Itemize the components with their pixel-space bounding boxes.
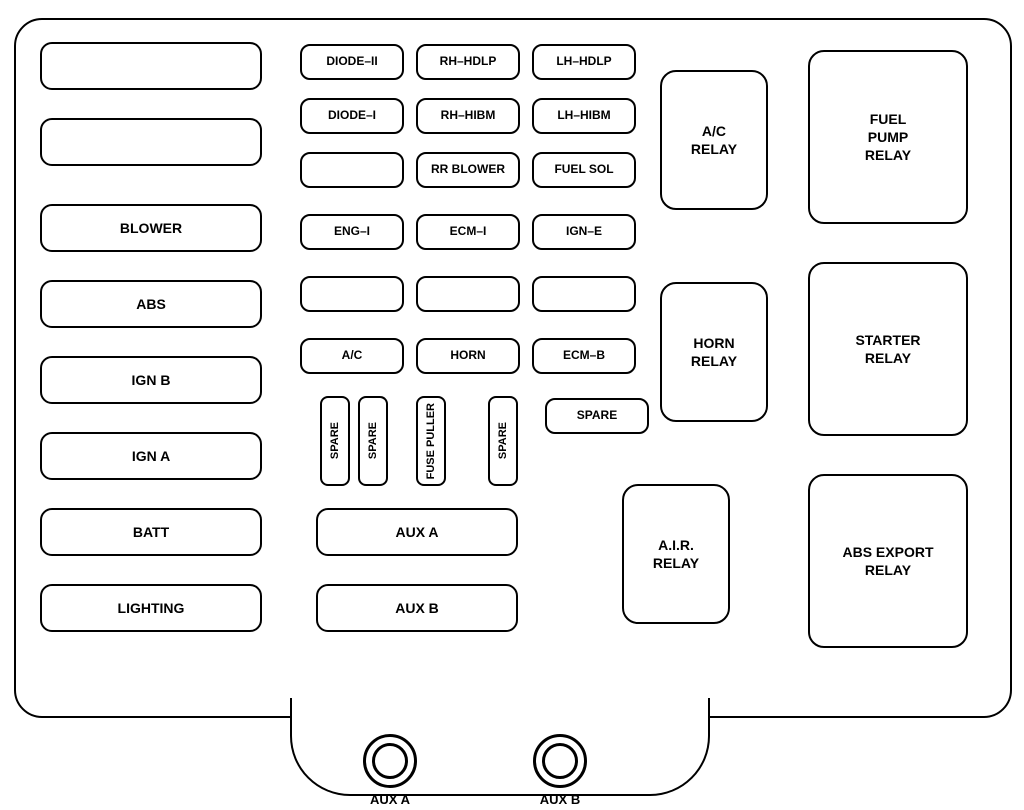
fuse-label: BATT (133, 523, 169, 541)
relay-starter: STARTER RELAY (808, 262, 968, 436)
fuse-label: A/C (342, 348, 363, 364)
fuse-label: ECM–I (450, 224, 487, 240)
fuse-label: FUEL SOL (554, 162, 613, 178)
fuse-label: DIODE–II (326, 54, 377, 70)
fuse-rh-hdlp: RH–HDLP (416, 44, 520, 80)
fuse-label: DIODE–I (328, 108, 376, 124)
fuse-ign-a: IGN A (40, 432, 262, 480)
fuse-label: RH–HIBM (441, 108, 496, 124)
fuse-label: LIGHTING (118, 599, 185, 617)
fuse-diode-ii: DIODE–II (300, 44, 404, 80)
fuse-label: IGN B (132, 371, 171, 389)
fuse-ign-e: IGN–E (532, 214, 636, 250)
fuse-batt: BATT (40, 508, 262, 556)
fuse-lighting: LIGHTING (40, 584, 262, 632)
fuse-blank-center-4-2 (532, 276, 636, 312)
fuse-label: ENG–I (334, 224, 370, 240)
fuse-fuel-sol: FUEL SOL (532, 152, 636, 188)
fuse-label: ECM–B (563, 348, 605, 364)
fuse-label: BLOWER (120, 219, 182, 237)
fuse-rh-hibm: RH–HIBM (416, 98, 520, 134)
connector-label: AUX A (350, 792, 430, 807)
fuse-lh-hdlp: LH–HDLP (532, 44, 636, 80)
connector-aux-a (363, 734, 417, 788)
fuse-label: HORN (450, 348, 485, 364)
connector-label: AUX B (520, 792, 600, 807)
fuse-blower: BLOWER (40, 204, 262, 252)
fuse-ign-b: IGN B (40, 356, 262, 404)
fuse-label: ABS (136, 295, 166, 313)
vfuse-spare-3: SPARE (488, 396, 518, 486)
vfuse-spare-1: SPARE (358, 396, 388, 486)
fuse-a-c: A/C (300, 338, 404, 374)
relay-label: A/C RELAY (691, 122, 737, 158)
vfuse-fuse-puller-2: FUSE PULLER (416, 396, 446, 486)
fuse-label: IGN–E (566, 224, 602, 240)
fuse-aux-b: AUX B (316, 584, 518, 632)
fuse-label: FUSE PULLER (424, 403, 438, 479)
panel-tab-gap (300, 713, 700, 720)
fuse-eng-i: ENG–I (300, 214, 404, 250)
fuse-spare-right: SPARE (545, 398, 649, 434)
fuse-label: SPARE (577, 408, 617, 424)
relay-fuel: FUEL PUMP RELAY (808, 50, 968, 224)
fuse-lh-hibm: LH–HIBM (532, 98, 636, 134)
fuse-blank-center-2-0 (300, 152, 404, 188)
relay-label: STARTER RELAY (855, 331, 920, 367)
fuse-blank-center-4-0 (300, 276, 404, 312)
relay-abs-export: ABS EXPORT RELAY (808, 474, 968, 648)
fuse-label: LH–HDLP (556, 54, 611, 70)
fuse-ecm-i: ECM–I (416, 214, 520, 250)
fuse-label: SPARE (328, 422, 342, 459)
fuse-blank-left-0 (40, 42, 262, 90)
relay-label: A.I.R. RELAY (653, 536, 699, 572)
fuse-label: RH–HDLP (440, 54, 497, 70)
relay-label: ABS EXPORT RELAY (842, 543, 933, 579)
relay-label: HORN RELAY (691, 334, 737, 370)
fuse-label: LH–HIBM (557, 108, 610, 124)
fuse-ecm-b: ECM–B (532, 338, 636, 374)
relay-air: A.I.R. RELAY (622, 484, 730, 624)
vfuse-spare-0: SPARE (320, 396, 350, 486)
fuse-label: AUX B (395, 599, 439, 617)
fuse-label: AUX A (395, 523, 438, 541)
fuse-horn: HORN (416, 338, 520, 374)
fuse-blank-left-1 (40, 118, 262, 166)
relay-horn: HORN RELAY (660, 282, 768, 422)
fuse-rr-blower: RR BLOWER (416, 152, 520, 188)
fuse-diode-i: DIODE–I (300, 98, 404, 134)
fuse-abs: ABS (40, 280, 262, 328)
relay-a-c: A/C RELAY (660, 70, 768, 210)
fuse-blank-center-4-1 (416, 276, 520, 312)
fuse-label: SPARE (496, 422, 510, 459)
relay-label: FUEL PUMP RELAY (865, 110, 911, 165)
connector-aux-b (533, 734, 587, 788)
fuse-label: IGN A (132, 447, 170, 465)
fuse-label: SPARE (366, 422, 380, 459)
fuse-aux-a: AUX A (316, 508, 518, 556)
fuse-label: RR BLOWER (431, 162, 505, 178)
